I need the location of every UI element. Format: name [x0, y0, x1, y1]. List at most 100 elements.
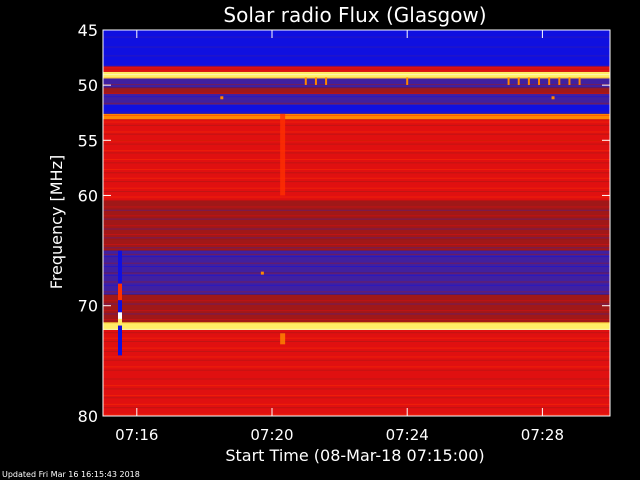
burst-spike-2: [325, 77, 328, 85]
spectrogram-texture-118: [103, 213, 610, 215]
spectrogram-texture-36: [103, 341, 610, 343]
spectrogram-texture-57: [103, 39, 610, 41]
spectrogram-texture-20: [103, 74, 610, 76]
spectrogram-texture-75: [103, 388, 610, 390]
spectrogram-texture-16: [103, 296, 610, 298]
spectrogram-texture-112: [103, 354, 610, 356]
spectrogram-texture-87: [103, 106, 610, 108]
spectrogram-texture-34: [103, 259, 610, 261]
spectrogram-texture-47: [103, 403, 610, 405]
y-tick-label-0: 45: [78, 21, 98, 40]
y-tick-label-3: 60: [78, 186, 98, 205]
x-tick-label-0: 07:16: [115, 426, 158, 444]
spectrogram-texture-44: [103, 281, 610, 283]
spectrogram-texture-111: [103, 313, 610, 315]
spectrogram-texture-89: [103, 187, 610, 189]
spectrogram-texture-13: [103, 174, 610, 176]
spectrogram-texture-84: [103, 369, 610, 371]
vertical-feature-0: [280, 113, 286, 196]
spectrogram-texture-56: [103, 385, 610, 387]
spectrogram-texture-14: [103, 215, 610, 217]
spectrogram-texture-30: [103, 96, 610, 98]
spectrogram-texture-39: [103, 77, 610, 79]
spectrogram-texture-23: [103, 196, 610, 198]
spectrogram-texture-5: [103, 234, 610, 236]
spectrogram-texture-40: [103, 118, 610, 120]
spectrogram-texture-77: [103, 84, 610, 86]
calibration-strip-segment-1: [118, 283, 122, 301]
spectrogram-texture-98: [103, 168, 610, 170]
spectrogram-band-8: [103, 119, 610, 141]
spectrogram-texture-6: [103, 274, 610, 276]
spectrogram-texture-82: [103, 288, 610, 290]
spectrogram-texture-80: [103, 206, 610, 208]
x-tick-label-3: 07:28: [521, 426, 564, 444]
spectrogram-band-12: [103, 239, 610, 251]
spectrogram-texture-78: [103, 124, 610, 126]
spectrogram-texture-50: [103, 140, 610, 142]
spectrogram-texture-106: [103, 109, 610, 111]
plot-frame: [102, 29, 611, 417]
spectrogram-texture-63: [103, 284, 610, 286]
burst-spike-7: [538, 77, 541, 85]
spectrogram-texture-46: [103, 363, 610, 365]
spectrogram-texture-69: [103, 143, 610, 145]
spectrogram-texture-113: [103, 395, 610, 397]
spectrogram-texture-71: [103, 225, 610, 227]
calibration-strip-segment-4: [118, 318, 122, 326]
spectrogram-texture-45: [103, 322, 610, 324]
burst-spike-3: [406, 77, 409, 85]
spectrogram-texture-38: [103, 36, 610, 38]
spectrogram-texture-7: [103, 315, 610, 317]
spectrogram-texture-85: [103, 410, 610, 412]
burst-spike-9: [558, 77, 561, 85]
spectrogram-texture-60: [103, 162, 610, 164]
spectrogram-texture-66: [103, 407, 610, 409]
spectrogram-texture-33: [103, 218, 610, 220]
spectrogram-texture-83: [103, 328, 610, 330]
spectrogram-texture-65: [103, 366, 610, 368]
spectrogram-band-2: [103, 71, 610, 79]
spectrogram-texture-76: [103, 43, 610, 45]
spectrogram-texture-64: [103, 325, 610, 327]
spectrogram-texture-81: [103, 247, 610, 249]
spectrogram-texture-94: [103, 391, 610, 393]
spectrogram-texture-19: [103, 33, 610, 35]
calibration-strip-segment-3: [118, 312, 122, 319]
spectrogram-texture-116: [103, 131, 610, 133]
spectrogram-texture-100: [103, 250, 610, 252]
x-tick-label-2: 07:24: [386, 426, 429, 444]
spectrogram-texture-102: [103, 332, 610, 334]
vertical-feature-1: [280, 333, 286, 345]
spectrogram-texture-48: [103, 58, 610, 60]
spectrogram-texture-107: [103, 150, 610, 152]
spectrogram-texture-119: [103, 253, 610, 255]
spectrogram-texture-17: [103, 337, 610, 339]
spectrogram-texture-68: [103, 102, 610, 104]
spectrogram-texture-29: [103, 55, 610, 57]
spectrogram-texture-114: [103, 49, 610, 51]
spectrogram-texture-3: [103, 152, 610, 154]
spectrogram-texture-97: [103, 128, 610, 130]
spectrogram-texture-51: [103, 181, 610, 183]
spectrogram-texture-35: [103, 300, 610, 302]
spectrogram-texture-22: [103, 155, 610, 157]
spectrogram-texture-52: [103, 221, 610, 223]
spectrogram-texture-10: [103, 52, 610, 54]
spectrogram-texture-27: [103, 359, 610, 361]
spectrogram-texture-103: [103, 372, 610, 374]
spectrogram-texture-21: [103, 114, 610, 116]
spectrogram-texture-86: [103, 65, 610, 67]
point-marker-1: [551, 96, 555, 100]
y-tick-label-1: 50: [78, 76, 98, 95]
spectrogram-texture-54: [103, 303, 610, 305]
spectrogram-texture-31: [103, 136, 610, 138]
y-axis-label: Frequency [MHz]: [47, 155, 66, 289]
calibration-strip-segment-5: [118, 325, 122, 356]
burst-spike-4: [507, 77, 510, 85]
spectrogram-texture-59: [103, 121, 610, 123]
spectrogram-band-7: [103, 113, 610, 120]
burst-spike-5: [517, 77, 520, 85]
updated-timestamp: Updated Fri Mar 16 16:15:43 2018: [2, 470, 140, 479]
